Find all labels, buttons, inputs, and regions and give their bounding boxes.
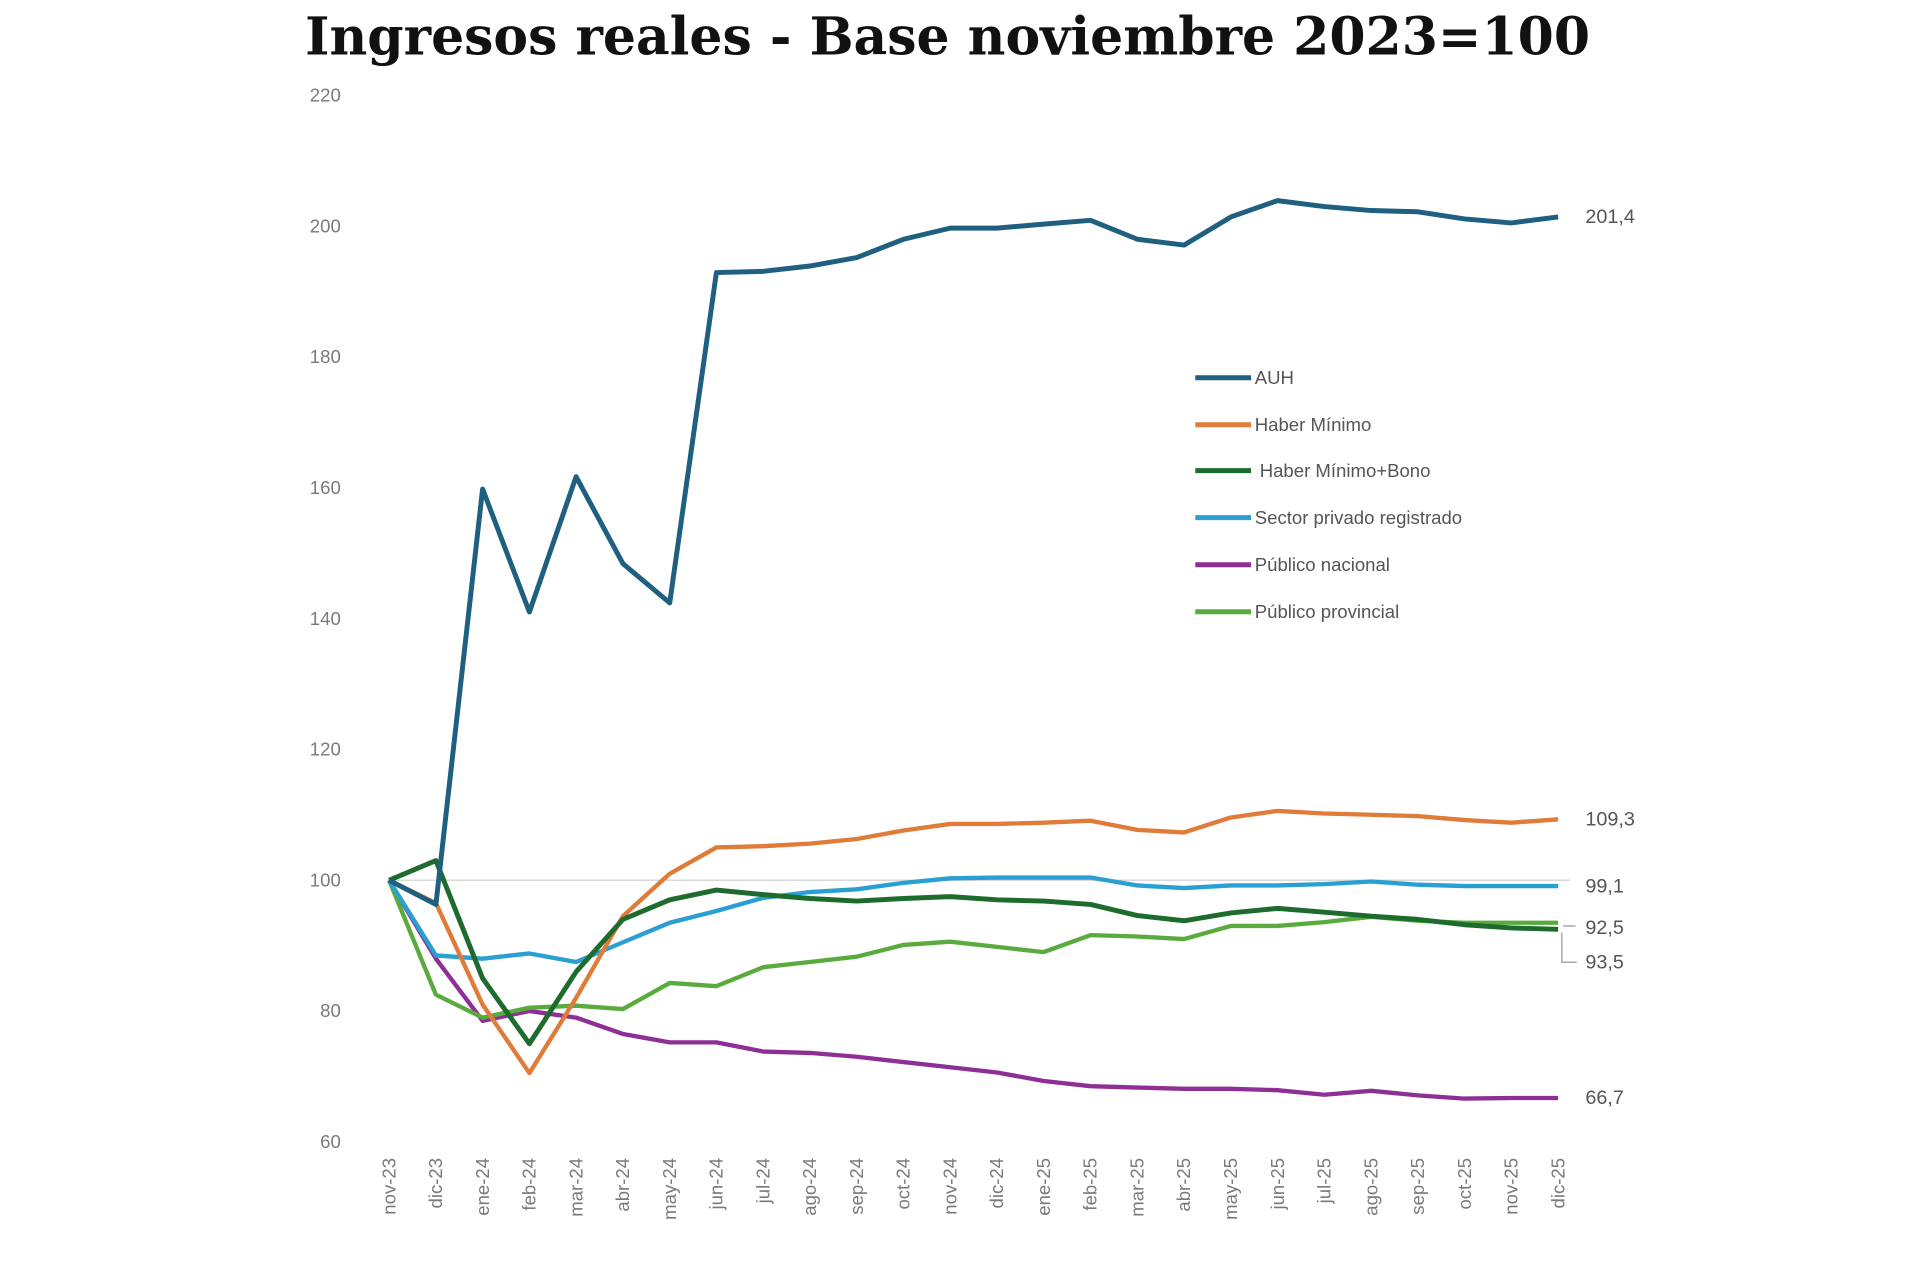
x-tick-label: ago-25 [1360,1158,1381,1216]
y-tick-label: 220 [310,85,341,106]
y-tick-label: 120 [310,739,341,760]
legend-item: Haber Mínimo [1195,414,1371,435]
y-tick-label: 200 [310,215,341,236]
legend-label: Público nacional [1255,554,1390,575]
end-value-label: 93,5 [1585,951,1624,973]
x-tick-label: oct-24 [893,1158,914,1210]
x-tick-label: nov-24 [939,1158,960,1215]
legend-label: Sector privado registrado [1255,507,1462,528]
x-tick-label: dic-24 [986,1158,1007,1209]
x-tick-label: mar-24 [565,1158,586,1217]
series-line-haber-m-nimo-bono [388,858,1559,1047]
x-tick-label: jul-25 [1314,1158,1335,1204]
y-tick-label: 80 [320,1000,341,1021]
series-line-sector-privado-registrado [387,875,1559,965]
x-tick-label: oct-25 [1454,1158,1475,1210]
leader-line [1561,932,1577,963]
end-value-label: 99,1 [1585,875,1624,897]
legend-item: AUH [1195,367,1294,388]
x-tick-label: nov-25 [1501,1158,1522,1215]
series-line-p-blico-provincial [387,879,1559,1020]
x-tick-label: jun-25 [1267,1158,1288,1211]
x-tick-label: sep-25 [1407,1158,1428,1215]
x-tick-label: ago-24 [799,1158,820,1216]
series-line-haber-m-nimo [388,808,1559,1076]
end-value-label: 66,7 [1585,1087,1624,1109]
legend-item: Público provincial [1195,601,1399,622]
x-tick-label: dic-25 [1547,1158,1568,1209]
legend-label: Haber Mínimo+Bono [1260,460,1431,481]
legend-item: Haber Mínimo+Bono [1195,460,1430,481]
legend-label: Haber Mínimo [1255,414,1372,435]
y-tick-label: 180 [310,346,341,367]
y-axis: 60 80 100 120 140 160 180 200 220 [310,85,341,1152]
x-tick-label: feb-25 [1080,1158,1101,1211]
end-value-label: 92,5 [1585,917,1624,939]
legend-label: Público provincial [1255,601,1399,622]
end-value-label: 201,4 [1585,206,1635,228]
legend-label: AUH [1255,367,1294,388]
x-tick-label: abr-24 [612,1158,633,1212]
series-line-p-blico-nacional [387,879,1559,1101]
x-tick-label: abr-25 [1173,1158,1194,1212]
x-tick-label: ene-24 [472,1158,493,1216]
x-tick-label: may-25 [1220,1158,1241,1220]
x-tick-label: jul-24 [752,1158,773,1204]
legend-item: Sector privado registrado [1195,507,1462,528]
chart-title: Ingresos reales - Base noviembre 2023=10… [305,6,1590,67]
x-axis: nov-23 dic-23 ene-24 feb-24 mar-24 abr-24 may-… [378,1158,1568,1220]
x-tick-label: mar-25 [1126,1158,1147,1217]
x-tick-label: dic-23 [425,1158,446,1209]
x-tick-label: feb-24 [519,1158,540,1211]
y-tick-label: 100 [310,869,341,890]
y-tick-label: 160 [310,477,341,498]
series-lines [387,198,1559,1101]
y-tick-label: 60 [320,1131,341,1152]
end-labels: 201,4 109,3 92,5 99,1 66,7 93,5 [1561,206,1635,1109]
x-tick-label: jun-24 [706,1158,727,1211]
x-tick-label: nov-23 [378,1158,399,1215]
series-line-auh [387,198,1559,907]
y-tick-label: 140 [310,608,341,629]
x-tick-label: may-24 [659,1158,680,1220]
end-value-label: 109,3 [1585,809,1635,831]
x-tick-label: sep-24 [846,1158,867,1215]
legend-item: Público nacional [1195,554,1390,575]
x-tick-label: ene-25 [1033,1158,1054,1216]
legend: AUH Haber Mínimo Haber Mínimo+Bono Sector p… [1195,367,1462,622]
